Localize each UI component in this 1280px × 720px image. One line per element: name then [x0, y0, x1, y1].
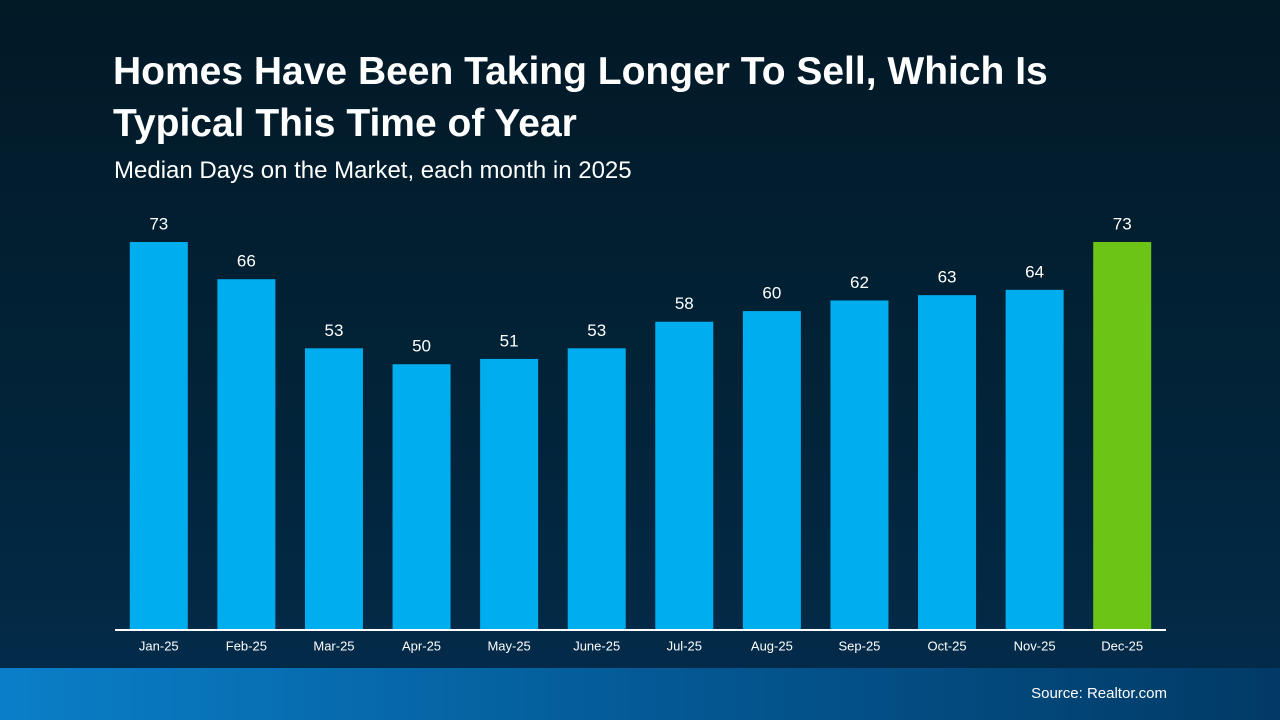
data-label: 60	[762, 284, 781, 303]
x-tick-label: Dec-25	[1101, 638, 1143, 653]
bar	[217, 279, 276, 630]
bar	[830, 300, 889, 630]
x-tick-label: Aug-25	[751, 638, 793, 653]
chart-title: Homes Have Been Taking Longer To Sell, W…	[113, 50, 1048, 145]
data-label: 53	[587, 321, 606, 340]
data-label: 73	[1113, 214, 1132, 233]
source-note: Source: Realtor.com	[1031, 685, 1167, 702]
bar	[655, 321, 714, 630]
bar	[129, 242, 188, 630]
data-label: 53	[324, 321, 343, 340]
bar	[1093, 242, 1152, 630]
x-tick-label: Jul-25	[667, 638, 702, 653]
chart: 73 Jan-25 66 Feb-25 53 Mar-25 50 Apr-25 51 May-25…	[129, 214, 1152, 653]
bar	[480, 358, 539, 630]
data-label: 63	[938, 268, 957, 287]
data-label: 62	[850, 273, 869, 292]
bar	[392, 364, 451, 630]
bar	[567, 348, 626, 630]
x-tick-label: Oct-25	[928, 638, 967, 653]
data-label: 64	[1025, 262, 1044, 281]
x-tick-label: Feb-25	[226, 638, 267, 653]
x-tick-label: May-25	[487, 638, 530, 653]
data-label: 73	[149, 214, 168, 233]
x-tick-label: Apr-25	[402, 638, 441, 653]
data-label: 58	[675, 294, 694, 313]
x-tick-label: Nov-25	[1014, 638, 1056, 653]
bar	[304, 348, 363, 630]
data-label: 66	[237, 252, 256, 271]
bar	[1005, 289, 1064, 630]
footer-band	[0, 668, 1280, 720]
x-tick-label: June-25	[573, 638, 620, 653]
data-label: 50	[412, 337, 431, 356]
x-tick-label: Sep-25	[838, 638, 880, 653]
x-tick-label: Mar-25	[313, 638, 354, 653]
x-tick-label: Jan-25	[139, 638, 179, 653]
bar	[918, 295, 977, 630]
bar	[742, 311, 801, 630]
chart-subtitle: Median Days on the Market, each month in…	[114, 157, 632, 184]
data-label: 51	[500, 331, 519, 350]
